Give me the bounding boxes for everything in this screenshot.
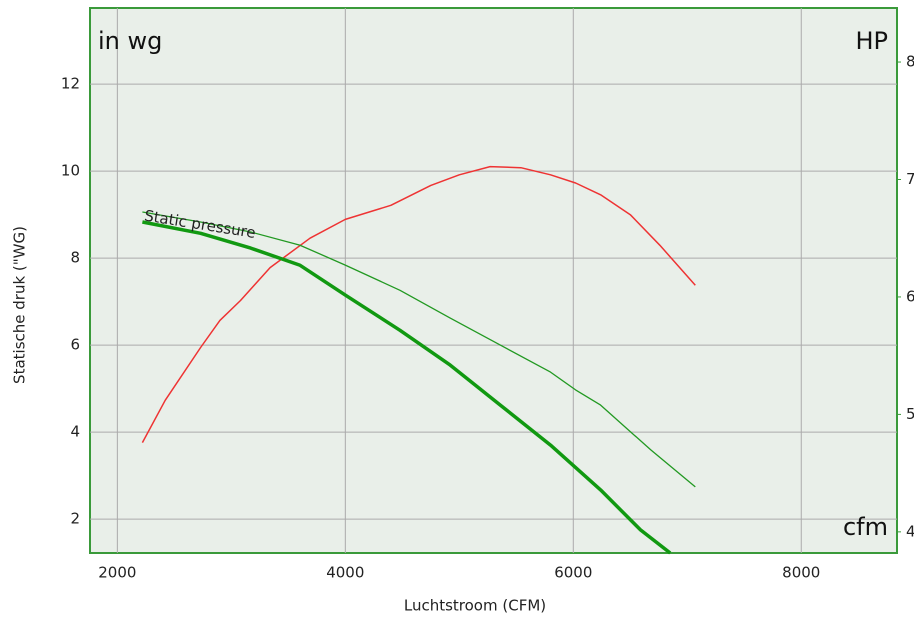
x-tick-label: 2000 xyxy=(98,564,136,582)
x-tick-label: 8000 xyxy=(782,564,820,582)
series-line xyxy=(142,211,696,488)
y2-tick-label: 5 xyxy=(906,405,914,423)
y2-tick-label: 7 xyxy=(906,170,914,188)
y-tick-label: 4 xyxy=(70,423,80,441)
y-tick-label: 10 xyxy=(61,162,80,180)
x-axis-title: Luchtstroom (CFM) xyxy=(404,597,546,615)
y-tick-label: 8 xyxy=(70,249,80,267)
y-tick-label: 12 xyxy=(61,75,80,93)
series-line xyxy=(142,220,672,555)
y2-tick-label: 8 xyxy=(906,53,914,71)
series-line xyxy=(141,165,696,443)
y2-tick-label: 6 xyxy=(906,287,914,305)
x-tick-label: 4000 xyxy=(326,564,364,582)
plot-area xyxy=(89,7,898,554)
y2-tick-label: 4 xyxy=(906,522,914,540)
y-tick-label: 2 xyxy=(70,510,80,528)
y-tick-label: 6 xyxy=(70,336,80,354)
x-tick-label: 6000 xyxy=(554,564,592,582)
x-unit-label: cfm xyxy=(843,513,888,541)
y-unit-label: in wg xyxy=(98,27,162,55)
y-axis-title: Statische druk ("WG) xyxy=(11,226,29,384)
y2-unit-label: HP xyxy=(855,27,888,55)
